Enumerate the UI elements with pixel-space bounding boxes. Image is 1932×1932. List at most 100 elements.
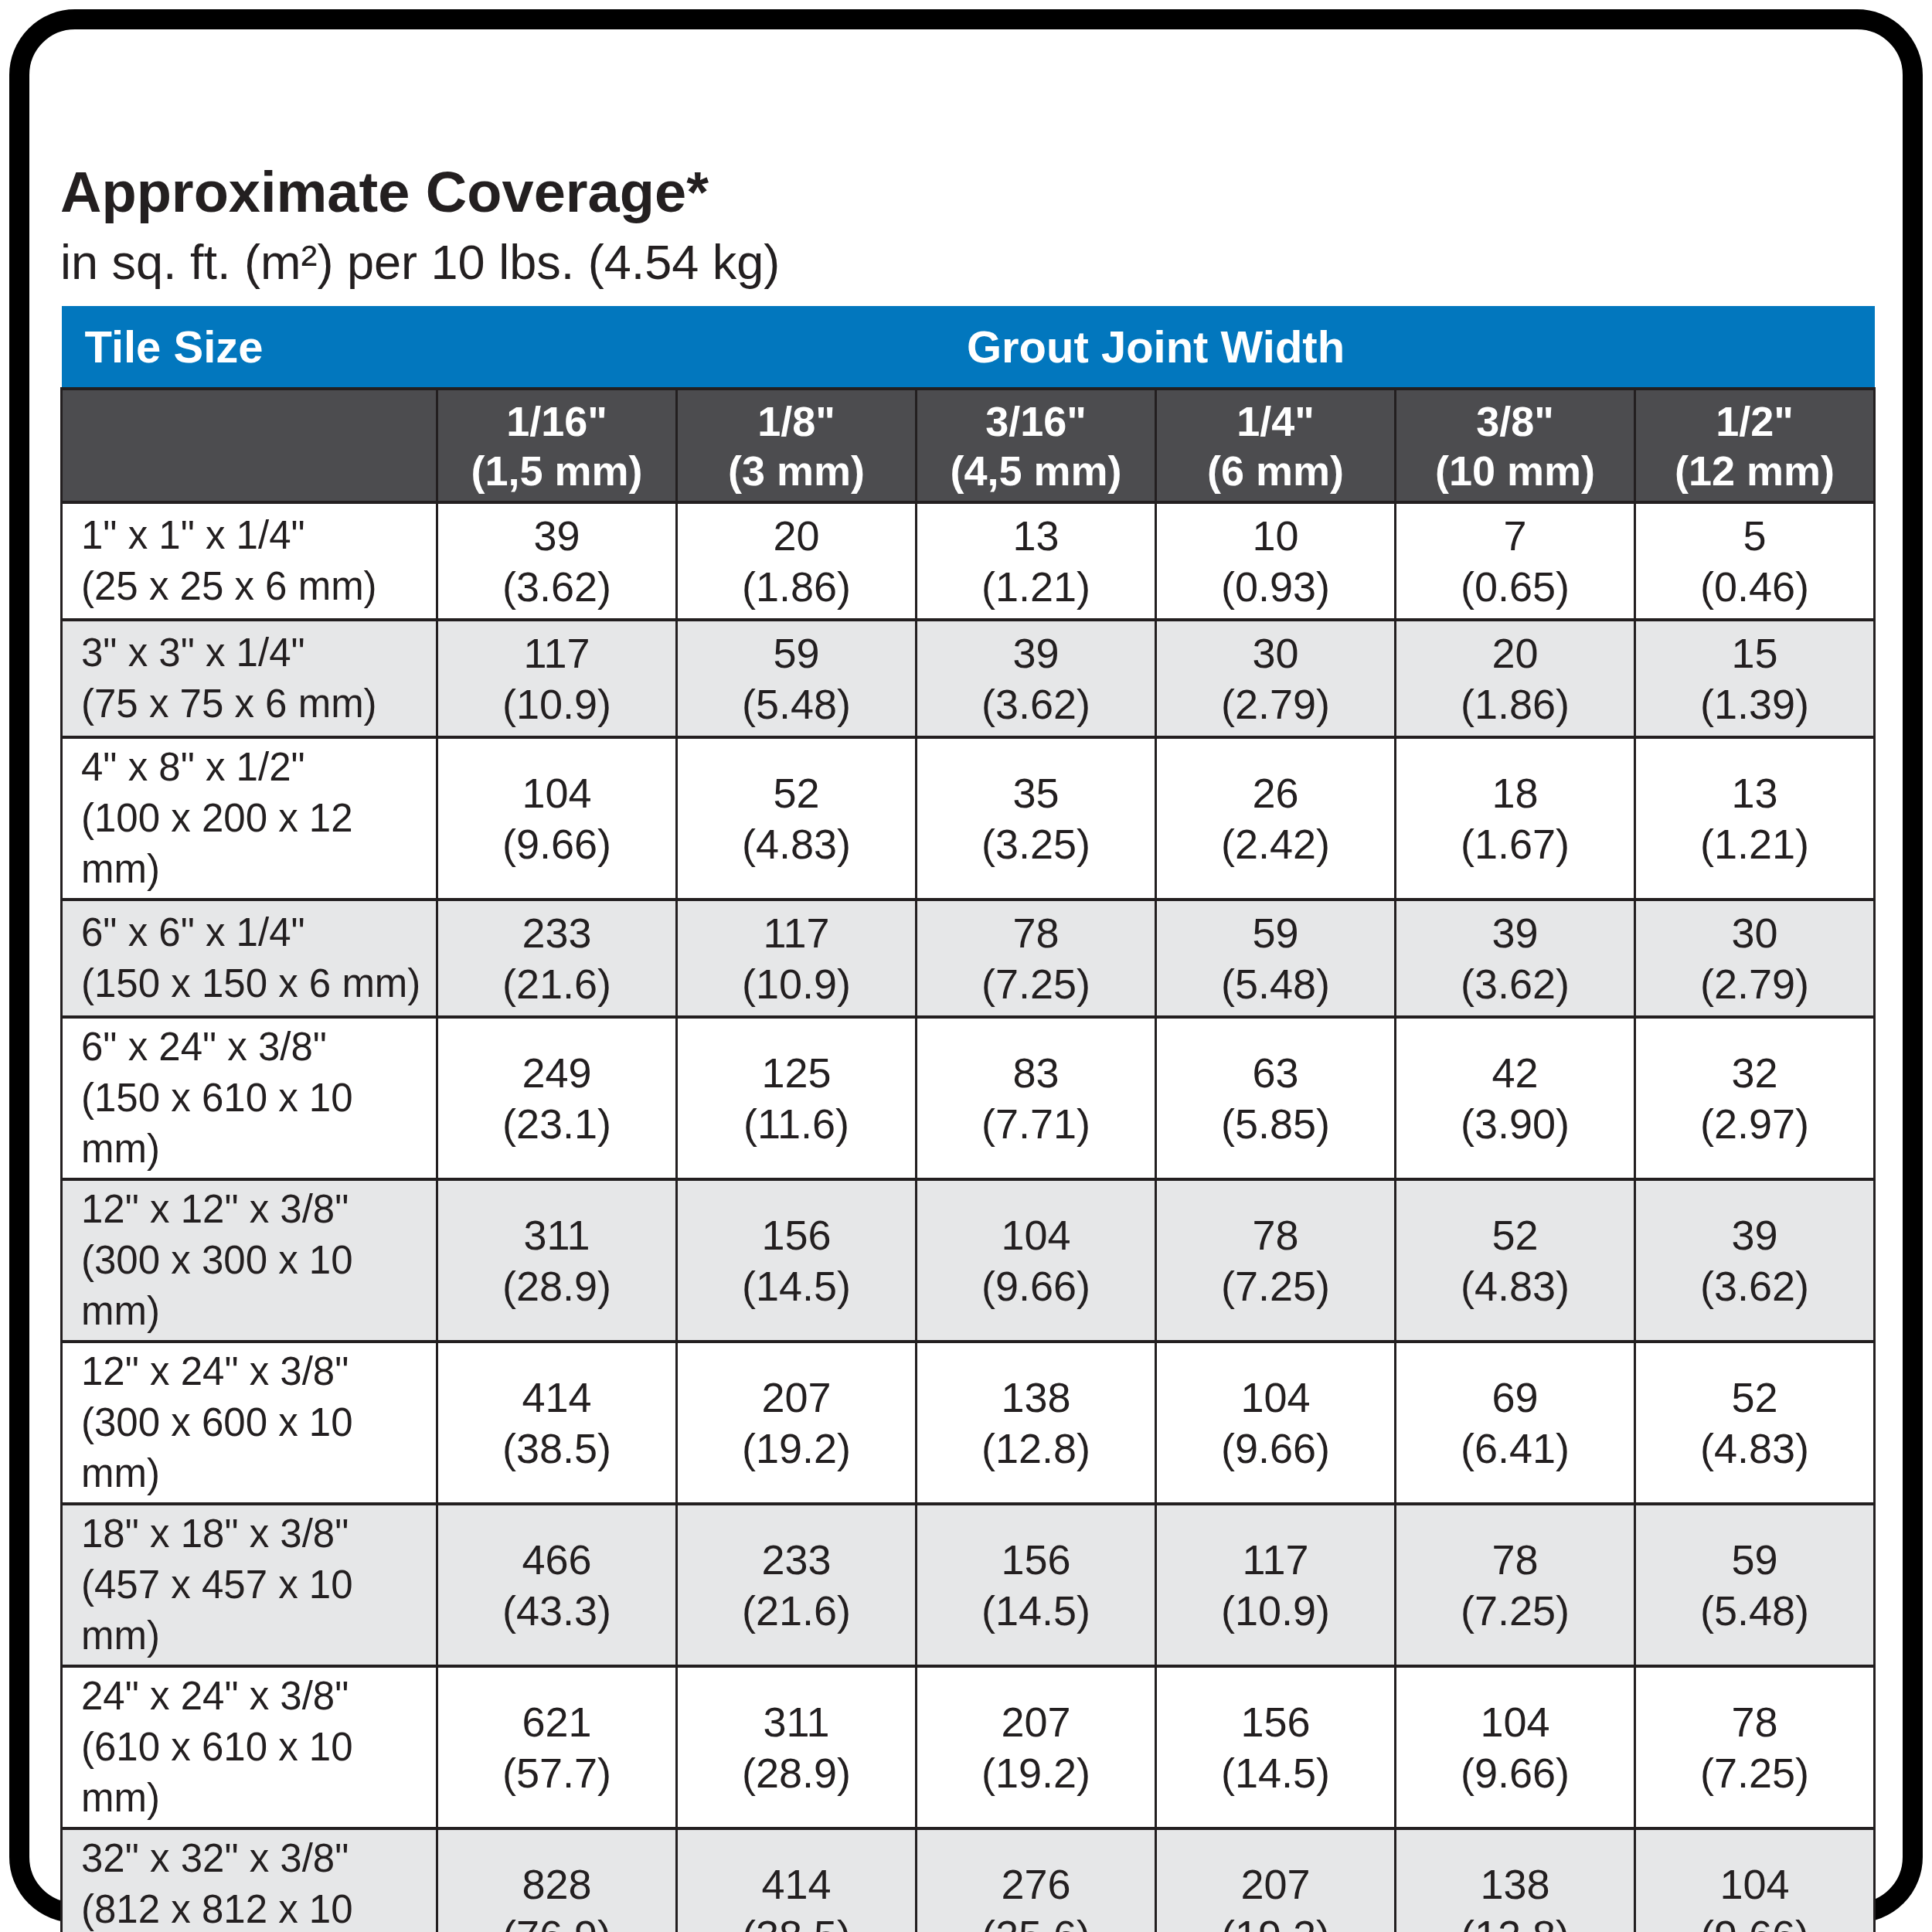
coverage-value-cell: 59(5.48)	[1635, 1504, 1875, 1666]
cell-line-1: 156	[1157, 1696, 1394, 1747]
cell-line-1: 104	[1636, 1859, 1873, 1910]
cell-line-2: (9.66)	[917, 1260, 1155, 1311]
cell-line-2: (1.86)	[678, 561, 915, 612]
cell-line-1: 18	[1396, 767, 1634, 818]
tile-size-cell: 12" x 12" x 3/8"(300 x 300 x 10 mm)	[62, 1179, 437, 1342]
cell-line-1: 828	[438, 1859, 675, 1910]
cell-line-1: 24" x 24" x 3/8"	[81, 1671, 436, 1722]
cell-line-2: (2.79)	[1157, 679, 1394, 730]
cell-line-2: (150 x 610 x 10 mm)	[81, 1073, 436, 1175]
page-content: Approximate Coverage* in sq. ft. (m²) pe…	[60, 0, 1875, 1932]
table-row: 12" x 12" x 3/8"(300 x 300 x 10 mm)311(2…	[62, 1179, 1875, 1342]
grout-width-column-header: 3/8"(10 mm)	[1396, 389, 1635, 502]
coverage-value-cell: 15(1.39)	[1635, 620, 1875, 737]
cell-line-2: (300 x 300 x 10 mm)	[81, 1235, 436, 1337]
coverage-value-cell: 30(2.79)	[1156, 620, 1396, 737]
cell-line-2: (5.48)	[678, 679, 915, 730]
cell-line-1: 3/8"	[1396, 396, 1634, 446]
cell-line-1: 1/4"	[1157, 396, 1394, 446]
cell-line-1: 39	[438, 510, 675, 561]
coverage-value-cell: 138(12.8)	[917, 1342, 1156, 1504]
tile-size-cell: 12" x 24" x 3/8"(300 x 600 x 10 mm)	[62, 1342, 437, 1504]
cell-line-1: 18" x 18" x 3/8"	[81, 1509, 436, 1560]
cell-line-1: 10	[1157, 510, 1394, 561]
cell-line-2: (1.21)	[917, 561, 1155, 612]
coverage-value-cell: 125(11.6)	[677, 1017, 917, 1179]
coverage-value-cell: 207(19.2)	[677, 1342, 917, 1504]
cell-line-2: (75 x 75 x 6 mm)	[81, 679, 436, 730]
coverage-value-cell: 63(5.85)	[1156, 1017, 1396, 1179]
cell-line-1: 249	[438, 1047, 675, 1098]
grout-width-column-header: 1/16"(1,5 mm)	[437, 389, 677, 502]
cell-line-1: 125	[678, 1047, 915, 1098]
table-row: 32" x 32" x 3/8"(812 x 812 x 10 mm)828(7…	[62, 1828, 1875, 1932]
cell-line-2: (43.3)	[438, 1585, 675, 1636]
page-title: Approximate Coverage*	[60, 162, 1875, 223]
cell-line-2: (5.48)	[1157, 958, 1394, 1009]
coverage-value-cell: 414(38.5)	[437, 1342, 677, 1504]
cell-line-2: (6 mm)	[1157, 446, 1394, 495]
cell-line-1: 7	[1396, 510, 1634, 561]
cell-line-1: 59	[678, 628, 915, 679]
cell-line-2: (0.65)	[1396, 561, 1634, 612]
coverage-value-cell: 52(4.83)	[677, 737, 917, 900]
cell-line-1: 4" x 8" x 1/2"	[81, 742, 436, 793]
cell-line-2: (38.5)	[438, 1423, 675, 1474]
table-row: 1" x 1" x 1/4"(25 x 25 x 6 mm)39(3.62)20…	[62, 502, 1875, 620]
table-row: 3" x 3" x 1/4"(75 x 75 x 6 mm)117(10.9)5…	[62, 620, 1875, 737]
coverage-value-cell: 156(14.5)	[917, 1504, 1156, 1666]
cell-line-2: (300 x 600 x 10 mm)	[81, 1397, 436, 1499]
cell-line-2: (10.9)	[678, 958, 915, 1009]
cell-line-2: (25 x 25 x 6 mm)	[81, 561, 436, 612]
cell-line-2: (2.42)	[1157, 818, 1394, 869]
cell-line-2: (7.25)	[1636, 1747, 1873, 1798]
cell-line-1: 42	[1396, 1047, 1634, 1098]
cell-line-1: 12" x 12" x 3/8"	[81, 1184, 436, 1235]
cell-line-1: 52	[1636, 1372, 1873, 1423]
cell-line-2: (12.8)	[1396, 1910, 1634, 1932]
cell-line-2: (25.6)	[917, 1910, 1155, 1932]
coverage-value-cell: 78(7.25)	[1156, 1179, 1396, 1342]
cell-line-2: (7.25)	[917, 958, 1155, 1009]
cell-line-1: 156	[678, 1209, 915, 1260]
cell-line-2: (2.97)	[1636, 1098, 1873, 1149]
cell-line-1: 39	[917, 628, 1155, 679]
cell-line-2: (1.21)	[1636, 818, 1873, 869]
cell-line-2: (3 mm)	[678, 446, 915, 495]
cell-line-2: (5.48)	[1636, 1585, 1873, 1636]
cell-line-1: 5	[1636, 510, 1873, 561]
coverage-value-cell: 276(25.6)	[917, 1828, 1156, 1932]
cell-line-2: (19.2)	[917, 1747, 1155, 1798]
column-header-corner-cell	[62, 389, 437, 502]
tile-size-cell: 4" x 8" x 1/2"(100 x 200 x 12 mm)	[62, 737, 437, 900]
cell-line-2: (1.86)	[1396, 679, 1634, 730]
coverage-value-cell: 156(14.5)	[677, 1179, 917, 1342]
cell-line-2: (4.83)	[1396, 1260, 1634, 1311]
coverage-value-cell: 311(28.9)	[437, 1179, 677, 1342]
coverage-value-cell: 39(3.62)	[437, 502, 677, 620]
cell-line-1: 32	[1636, 1047, 1873, 1098]
coverage-value-cell: 414(38.5)	[677, 1828, 917, 1932]
coverage-value-cell: 39(3.62)	[1396, 900, 1635, 1017]
coverage-table-body: 1" x 1" x 1/4"(25 x 25 x 6 mm)39(3.62)20…	[62, 502, 1875, 1932]
coverage-value-cell: 83(7.71)	[917, 1017, 1156, 1179]
cell-line-1: 78	[1157, 1209, 1394, 1260]
coverage-value-cell: 39(3.62)	[1635, 1179, 1875, 1342]
cell-line-2: (0.46)	[1636, 561, 1873, 612]
cell-line-2: (9.66)	[438, 818, 675, 869]
coverage-value-cell: 104(9.66)	[1156, 1342, 1396, 1504]
coverage-value-cell: 104(9.66)	[1396, 1666, 1635, 1828]
cell-line-2: (57.7)	[438, 1747, 675, 1798]
cell-line-1: 104	[438, 767, 675, 818]
grout-width-column-header: 1/4"(6 mm)	[1156, 389, 1396, 502]
coverage-value-cell: 207(19.2)	[1156, 1828, 1396, 1932]
coverage-value-cell: 32(2.97)	[1635, 1017, 1875, 1179]
coverage-value-cell: 466(43.3)	[437, 1504, 677, 1666]
cell-line-1: 207	[678, 1372, 915, 1423]
grout-width-column-header: 1/2"(12 mm)	[1635, 389, 1875, 502]
tile-size-cell: 24" x 24" x 3/8"(610 x 610 x 10 mm)	[62, 1666, 437, 1828]
cell-line-2: (9.66)	[1396, 1747, 1634, 1798]
cell-line-2: (5.85)	[1157, 1098, 1394, 1149]
cell-line-2: (19.2)	[678, 1423, 915, 1474]
coverage-table: Tile Size Grout Joint Width 1/16"(1,5 mm…	[60, 306, 1876, 1932]
